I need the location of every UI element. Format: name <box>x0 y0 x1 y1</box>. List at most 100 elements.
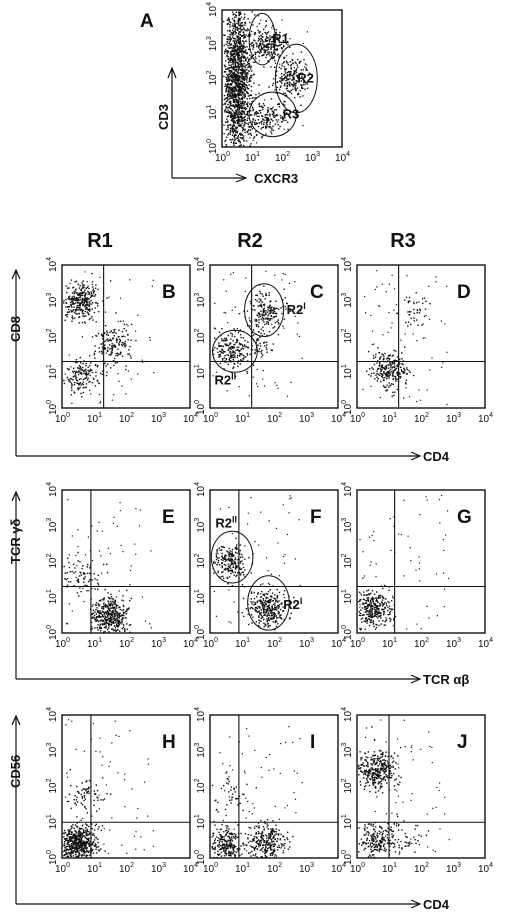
event-dot <box>234 551 237 554</box>
event-dot <box>255 596 258 598</box>
event-dot <box>78 365 81 367</box>
event-dot <box>227 565 230 568</box>
event-dot <box>243 76 245 78</box>
event-dot <box>84 377 87 379</box>
event-dot <box>235 69 237 72</box>
event-dot <box>75 554 77 556</box>
event-dot <box>277 387 279 389</box>
y-tick-base: 10 <box>208 5 219 17</box>
event-dot <box>282 273 284 275</box>
y-tick-exponent: 1 <box>46 364 53 368</box>
event-dot <box>88 580 90 583</box>
event-dot <box>226 559 228 561</box>
event-dot <box>263 385 266 387</box>
event-dot <box>94 302 97 304</box>
gate-label-superscript: I <box>300 596 303 606</box>
y-tick-exponent: 0 <box>46 625 53 629</box>
event-dot <box>224 83 227 85</box>
event-dot <box>418 301 420 303</box>
event-dot <box>75 359 78 361</box>
event-dot <box>114 345 117 348</box>
event-dot <box>247 347 249 349</box>
event-dot <box>243 107 245 110</box>
event-dot <box>240 116 242 119</box>
event-dot <box>226 339 228 341</box>
event-dot <box>289 71 291 73</box>
event-dot <box>279 608 282 611</box>
event-dot <box>390 368 392 370</box>
event-dot <box>238 91 240 93</box>
event-dot <box>234 63 236 66</box>
event-dot <box>228 19 231 21</box>
event-dot <box>273 43 275 45</box>
event-dot <box>284 554 286 556</box>
event-dot <box>367 610 369 612</box>
x-tick-base: 10 <box>335 153 347 164</box>
event-dot <box>85 383 88 385</box>
event-dot <box>265 127 267 129</box>
event-dot <box>98 626 101 628</box>
y-tick-exponent: 3 <box>46 293 53 297</box>
event-dot <box>262 118 264 120</box>
event-dot <box>250 601 252 603</box>
event-dot <box>73 306 75 308</box>
event-dot <box>290 64 292 67</box>
event-dot <box>254 349 256 351</box>
event-dot <box>66 557 69 559</box>
event-dot <box>149 337 151 339</box>
event-dot <box>237 611 239 613</box>
event-dot <box>256 339 258 342</box>
event-dot <box>228 60 230 62</box>
event-dot <box>95 620 97 622</box>
event-dot <box>234 43 236 45</box>
event-dot <box>106 338 109 340</box>
event-dot <box>271 127 273 129</box>
event-dot <box>214 302 216 304</box>
event-dot <box>125 330 127 332</box>
event-dot <box>82 573 84 575</box>
event-dot <box>269 584 271 586</box>
event-dot <box>387 355 390 357</box>
event-dot <box>237 93 239 96</box>
event-dot <box>127 334 129 336</box>
event-dot <box>114 629 116 631</box>
event-dot <box>135 508 137 510</box>
event-dot <box>407 325 409 327</box>
event-dot <box>231 560 233 563</box>
event-dot <box>386 373 388 375</box>
event-dot <box>239 359 242 361</box>
event-dot <box>85 386 87 388</box>
event-dot <box>370 602 372 604</box>
event-dot <box>238 125 240 127</box>
event-dot <box>250 30 253 33</box>
event-dot <box>245 58 247 60</box>
event-dot <box>416 340 418 342</box>
event-dot <box>250 68 252 70</box>
event-dot <box>266 317 268 319</box>
event-dot <box>263 307 266 310</box>
event-dot <box>243 65 245 68</box>
event-dot <box>273 44 275 46</box>
event-dot <box>235 564 237 567</box>
event-dot <box>228 69 231 72</box>
event-dot <box>239 574 242 576</box>
event-dot <box>292 88 294 91</box>
event-dot <box>115 607 118 609</box>
event-dot <box>68 566 70 569</box>
event-dot <box>283 57 285 60</box>
event-dot <box>85 376 88 378</box>
event-dot <box>69 297 71 300</box>
event-dot <box>242 96 244 98</box>
event-dot <box>230 553 233 555</box>
event-dot <box>242 76 244 78</box>
event-dot <box>234 112 236 115</box>
event-dot <box>220 546 223 548</box>
event-dot <box>240 30 242 32</box>
event-dot <box>260 356 263 358</box>
event-dot <box>87 312 89 314</box>
event-dot <box>406 275 408 277</box>
event-dot <box>264 298 266 300</box>
event-dot <box>280 614 282 616</box>
event-dot <box>382 374 384 376</box>
